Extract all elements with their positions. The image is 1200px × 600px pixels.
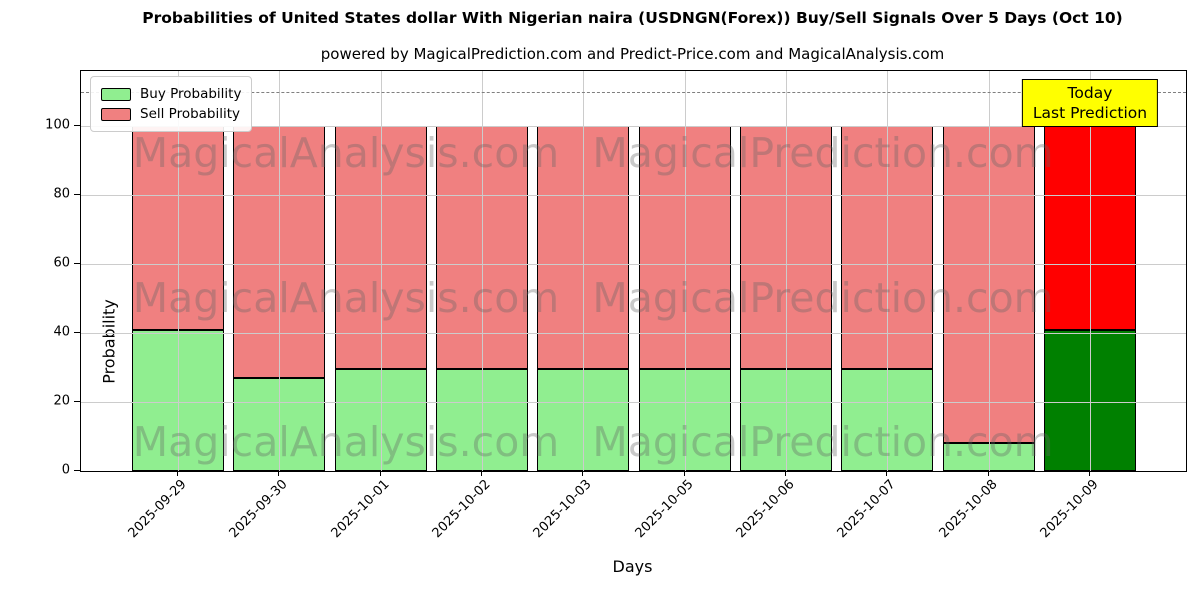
y-axis-label: Probability [99, 299, 119, 384]
y-tick-mark [74, 470, 80, 471]
x-tick-label-2025-09-30: 2025-09-30 [226, 477, 291, 542]
h-gridline-40 [81, 333, 1186, 335]
x-tick-mark [1088, 470, 1090, 476]
sell-probability-swatch [101, 107, 131, 121]
annotation-line-1: Today [1067, 84, 1113, 102]
watermark-magicalanalysis: MagicalAnalysis.com [132, 274, 560, 322]
x-tick-mark [683, 470, 685, 476]
v-gridline [785, 71, 787, 471]
threshold-dashed-line [81, 91, 1186, 93]
legend: Buy Probability Sell Probability [90, 76, 253, 132]
chart-title: Probabilities of United States dollar Wi… [142, 9, 1123, 27]
watermark-magicalprediction: MagicalPrediction.com [592, 418, 1054, 466]
legend-buy-label: Buy Probability [140, 86, 242, 102]
y-tick-label-60: 60 [53, 255, 70, 271]
watermark-magicalprediction: MagicalPrediction.com [592, 129, 1054, 177]
chart-subtitle: powered by MagicalPrediction.com and Pre… [320, 45, 945, 63]
y-tick-mark [74, 263, 80, 265]
x-tick-label-2025-10-03: 2025-10-03 [530, 477, 595, 542]
y-tick-label-100: 100 [45, 117, 70, 133]
x-tick-mark [278, 470, 280, 476]
y-tick-label-80: 80 [53, 186, 70, 202]
h-gridline-60 [81, 264, 1186, 266]
v-gridline [988, 71, 990, 471]
x-tick-label-2025-10-07: 2025-10-07 [834, 477, 899, 542]
watermark-magicalprediction: MagicalPrediction.com [592, 274, 1054, 322]
v-gridline [279, 71, 281, 471]
v-gridline [380, 71, 382, 471]
x-tick-mark [480, 470, 482, 476]
v-gridline [178, 71, 179, 471]
v-gridline [583, 71, 585, 471]
v-gridline [481, 71, 483, 471]
x-tick-label-2025-09-29: 2025-09-29 [125, 477, 190, 542]
plot-area: MagicalAnalysis.com MagicalPrediction.com… [80, 70, 1187, 472]
v-gridline [684, 71, 686, 471]
x-tick-label-2025-10-08: 2025-10-08 [936, 477, 1001, 542]
y-tick-label-20: 20 [53, 393, 70, 409]
v-gridline [887, 71, 889, 471]
x-tick-label-2025-10-05: 2025-10-05 [632, 477, 697, 542]
watermark-magicalanalysis: MagicalAnalysis.com [132, 129, 560, 177]
x-tick-label-2025-10-02: 2025-10-02 [429, 477, 494, 542]
x-tick-mark [379, 470, 381, 476]
y-tick-label-0: 0 [61, 462, 70, 478]
x-tick-mark [582, 470, 584, 476]
x-tick-mark [886, 470, 888, 476]
buy-probability-swatch [101, 87, 131, 101]
y-tick-mark [74, 401, 80, 403]
h-gridline-20 [81, 402, 1186, 404]
legend-sell-label: Sell Probability [140, 106, 241, 122]
y-tick-mark [74, 332, 80, 334]
y-tick-mark [74, 194, 80, 196]
x-tick-label-2025-10-09: 2025-10-09 [1037, 477, 1102, 542]
x-tick-label-2025-10-01: 2025-10-01 [328, 477, 393, 542]
h-gridline-80 [81, 195, 1186, 197]
h-gridline-100 [81, 126, 1186, 128]
v-gridline [1089, 71, 1091, 471]
legend-row-buy: Buy Probability [101, 84, 241, 104]
legend-row-sell: Sell Probability [101, 104, 241, 124]
watermark-magicalanalysis: MagicalAnalysis.com [132, 418, 560, 466]
x-axis-label: Days [612, 557, 653, 576]
y-tick-label-40: 40 [53, 324, 70, 340]
x-tick-label-2025-10-06: 2025-10-06 [733, 477, 798, 542]
annotation-line-2: Last Prediction [1032, 104, 1148, 122]
today-last-prediction-box: Today Last Prediction [1021, 79, 1159, 127]
x-tick-mark [177, 470, 178, 476]
y-tick-mark [74, 125, 80, 127]
x-tick-mark [784, 470, 786, 476]
x-tick-mark [987, 470, 989, 476]
